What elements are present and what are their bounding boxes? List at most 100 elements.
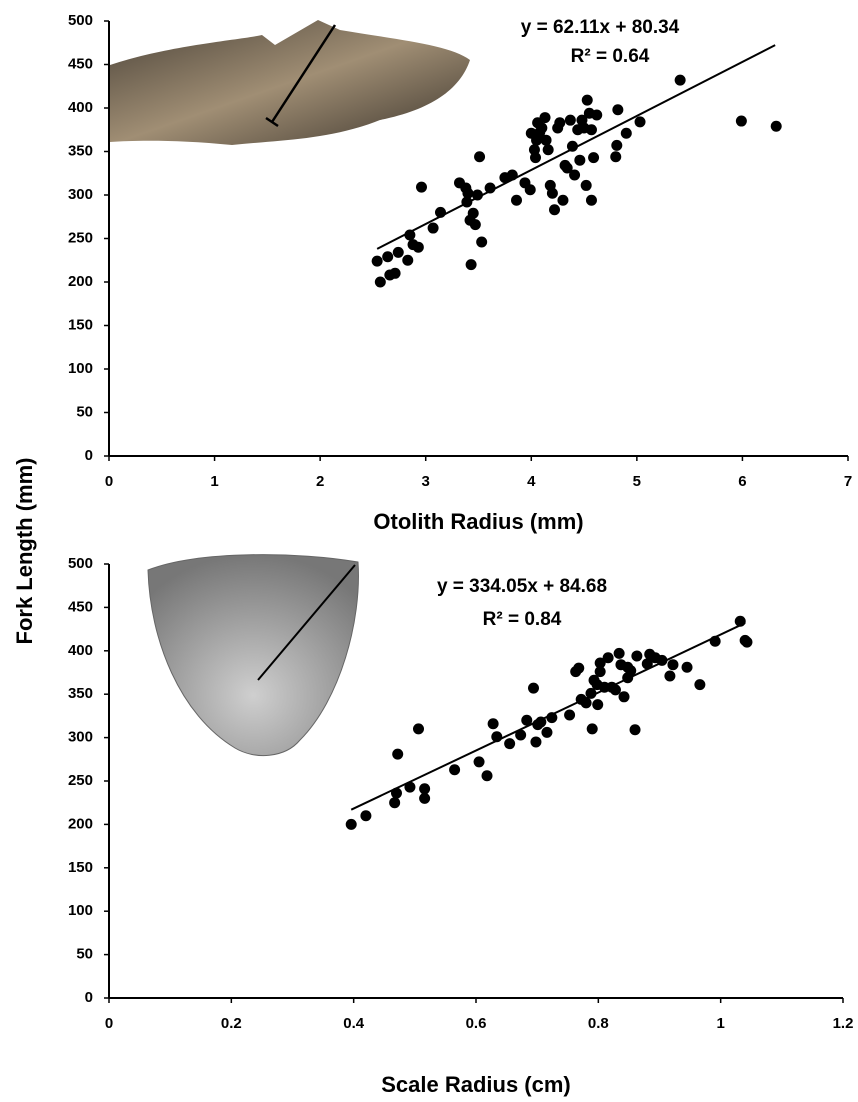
data-point	[462, 187, 474, 199]
y-tick-label: 350	[68, 685, 93, 702]
y-tick-label: 150	[68, 859, 93, 876]
x-tick-label: 3	[422, 473, 430, 490]
data-point	[389, 267, 401, 279]
x-tick-label: 0.8	[588, 1015, 609, 1032]
y-tick-label: 500	[68, 12, 93, 29]
data-point	[530, 736, 542, 748]
y-tick-label: 300	[68, 729, 93, 746]
data-point	[631, 650, 643, 662]
x-tick-label: 0.6	[466, 1015, 487, 1032]
trend-equation: y = 334.05x + 84.68	[437, 576, 607, 597]
y-axis-title: Fork Length (mm)	[12, 458, 37, 645]
y-tick-label: 100	[68, 902, 93, 919]
data-point	[476, 236, 488, 248]
data-point	[557, 194, 569, 206]
data-point	[612, 104, 624, 116]
data-point	[566, 140, 578, 152]
data-point	[549, 204, 561, 216]
x-tick-label: 5	[633, 473, 641, 490]
data-point	[467, 207, 479, 219]
data-point	[415, 181, 427, 193]
data-point	[585, 124, 597, 136]
data-point	[360, 810, 372, 822]
x-tick-label: 4	[527, 473, 536, 490]
data-point	[474, 151, 486, 163]
data-point	[371, 255, 383, 267]
data-point	[540, 134, 552, 146]
y-tick-label: 400	[68, 99, 93, 116]
data-point	[504, 738, 516, 750]
data-point	[620, 127, 632, 139]
data-point	[536, 122, 548, 134]
data-point	[610, 151, 622, 163]
x-tick-label: 0	[105, 1015, 113, 1032]
data-point	[404, 229, 416, 241]
data-point	[392, 748, 404, 760]
data-point	[770, 120, 782, 132]
data-point	[591, 109, 603, 121]
data-point	[580, 179, 592, 191]
data-point	[412, 241, 424, 253]
data-point	[419, 792, 431, 804]
data-point	[515, 729, 527, 741]
data-point	[487, 718, 499, 730]
data-point	[585, 194, 597, 206]
y-tick-label: 250	[68, 229, 93, 246]
data-point	[561, 162, 573, 174]
y-tick-label: 0	[85, 447, 93, 464]
data-point	[473, 756, 485, 768]
data-point	[449, 764, 461, 776]
data-point	[419, 783, 431, 795]
y-tick-label: 200	[68, 815, 93, 832]
x-tick-label: 1	[210, 473, 218, 490]
data-point	[484, 182, 496, 194]
data-point	[413, 723, 425, 735]
y-tick-label: 500	[68, 555, 93, 572]
y-tick-label: 250	[68, 772, 93, 789]
data-point	[469, 219, 481, 231]
y-tick-label: 100	[68, 360, 93, 377]
x-tick-label: 1.2	[833, 1015, 854, 1032]
data-point	[613, 647, 625, 659]
data-point	[588, 152, 600, 164]
data-point	[592, 699, 604, 711]
data-point	[581, 94, 593, 106]
data-point	[585, 687, 597, 699]
data-point	[634, 116, 646, 128]
data-point	[521, 714, 533, 726]
otolith-photo	[110, 20, 470, 145]
data-point	[741, 636, 753, 648]
x-tick-label: 6	[738, 473, 746, 490]
trendline	[350, 622, 746, 811]
x-tick-label: 1	[716, 1015, 724, 1032]
data-point	[481, 770, 493, 782]
y-tick-label: 50	[76, 403, 93, 420]
data-point	[681, 661, 693, 673]
data-point	[382, 251, 394, 263]
data-point	[564, 709, 576, 721]
data-point	[524, 184, 536, 196]
data-point	[602, 652, 614, 664]
y-tick-label: 450	[68, 598, 93, 615]
x-tick-label: 0.2	[221, 1015, 242, 1032]
data-point	[546, 187, 558, 199]
data-point	[392, 246, 404, 258]
data-point	[735, 115, 747, 127]
x-tick-label: 0.4	[343, 1015, 365, 1032]
data-point	[404, 781, 416, 793]
data-point	[402, 254, 414, 266]
r-squared: R² = 0.64	[571, 46, 650, 67]
data-point	[618, 691, 630, 703]
data-point	[541, 726, 553, 738]
data-point	[667, 659, 679, 671]
trendline	[376, 44, 776, 250]
y-tick-label: 200	[68, 273, 93, 290]
data-point	[594, 657, 606, 669]
trend-equation: y = 62.11x + 80.34	[521, 17, 680, 38]
data-point	[641, 658, 653, 670]
data-point	[694, 679, 706, 691]
r-squared: R² = 0.84	[483, 609, 562, 630]
data-point	[427, 222, 439, 234]
data-point	[542, 144, 554, 156]
